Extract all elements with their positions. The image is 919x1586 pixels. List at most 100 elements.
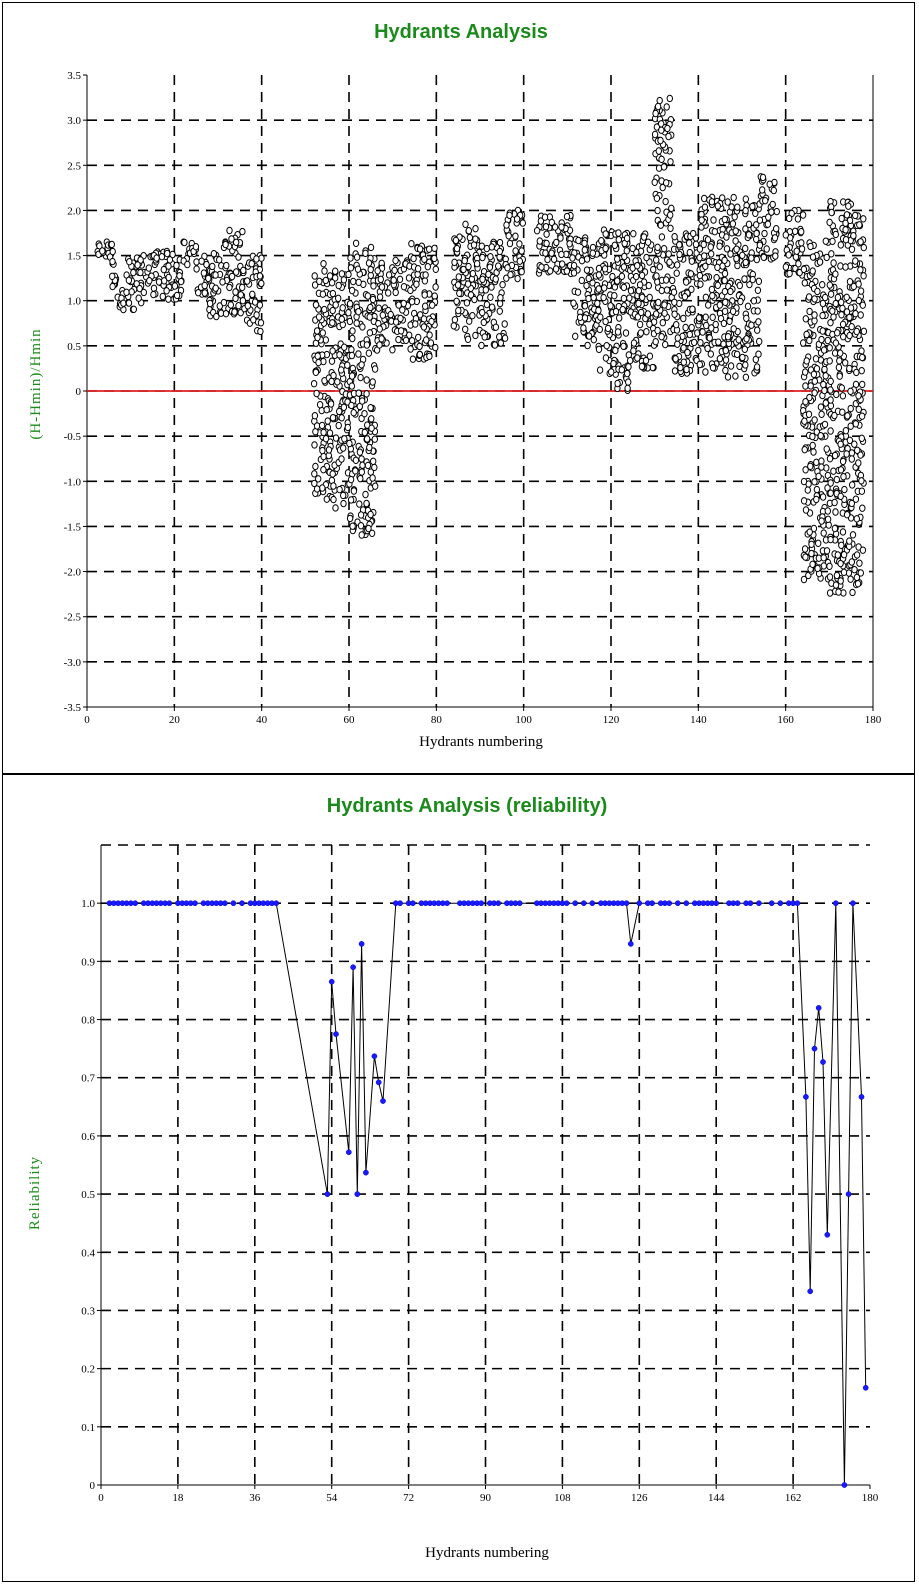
data-point (544, 255, 551, 264)
data-point (375, 1079, 382, 1086)
data-point (857, 451, 864, 459)
data-point (820, 1059, 826, 1065)
y-tick-label: 0.2 (81, 1364, 95, 1376)
data-point (201, 289, 209, 297)
data-point (416, 245, 424, 253)
data-point (200, 269, 208, 277)
data-point (729, 307, 737, 315)
data-point (618, 272, 626, 280)
data-point (164, 249, 171, 258)
data-point (359, 397, 366, 405)
data-point (794, 215, 802, 223)
data-point (704, 344, 711, 353)
data-point (552, 265, 560, 273)
data-point (736, 362, 743, 370)
data-point (377, 275, 384, 283)
data-point (735, 336, 742, 344)
data-point (558, 250, 565, 259)
data-point (578, 257, 586, 265)
data-point (322, 276, 329, 285)
data-point (805, 410, 813, 418)
data-point (650, 265, 657, 274)
data-point (638, 362, 646, 371)
data-point (811, 416, 818, 424)
data-point (248, 260, 255, 268)
data-point (356, 500, 363, 508)
data-point (742, 361, 749, 369)
data-point (634, 354, 641, 362)
data-point (821, 420, 829, 429)
data-point (705, 257, 712, 265)
data-point (464, 335, 472, 343)
data-point (806, 528, 813, 536)
data-point (471, 295, 478, 304)
data-point (848, 323, 855, 331)
data-point (597, 313, 604, 321)
data-point (364, 461, 372, 470)
data-point (827, 479, 834, 487)
data-point (656, 263, 663, 271)
data-point (684, 348, 691, 357)
data-point (336, 351, 343, 359)
data-point (543, 230, 550, 238)
data-point (659, 319, 666, 327)
data-point (846, 364, 853, 373)
data-point (829, 307, 836, 315)
data-point (171, 282, 179, 290)
data-point (367, 404, 374, 412)
x-tick-label: 160 (777, 714, 794, 726)
data-point (858, 412, 866, 420)
data-point (367, 303, 374, 312)
data-point (233, 268, 240, 276)
data-point (570, 299, 577, 307)
data-point (817, 403, 825, 411)
data-point (773, 225, 780, 233)
data-point (827, 319, 834, 327)
data-point (804, 486, 811, 494)
data-point (198, 257, 205, 265)
data-point (320, 428, 327, 437)
data-point (724, 198, 731, 206)
data-point (407, 345, 414, 353)
data-point (833, 475, 840, 484)
y-tick-label: 1.5 (67, 251, 81, 263)
data-point (589, 900, 596, 907)
data-point (450, 322, 457, 330)
data-point (835, 588, 842, 596)
data-point (432, 343, 439, 352)
x-tick-label: 126 (631, 1492, 648, 1504)
data-point (432, 283, 439, 291)
data-point (353, 319, 360, 327)
data-point (367, 510, 374, 519)
data-point (408, 240, 415, 248)
data-point (801, 446, 808, 454)
data-point (708, 324, 715, 332)
data-point (251, 298, 259, 306)
data-point (348, 382, 356, 390)
data-point (630, 230, 637, 238)
data-point (858, 434, 865, 442)
data-point (848, 455, 855, 463)
data-point (760, 253, 767, 262)
data-point (361, 410, 368, 418)
data-point (806, 336, 813, 345)
data-point (810, 448, 817, 456)
x-tick-label: 80 (431, 714, 443, 726)
data-point (146, 277, 153, 285)
data-point (400, 283, 408, 291)
data-point (630, 339, 638, 347)
data-point (415, 333, 422, 342)
data-point (314, 333, 321, 342)
data-point (478, 341, 485, 350)
data-point (602, 230, 609, 238)
data-point (595, 264, 603, 273)
data-point (737, 297, 744, 306)
data-point (627, 287, 635, 295)
data-point (451, 316, 459, 324)
data-point (615, 229, 622, 237)
y-axis-label: (H-Hmin)/Hmin (28, 328, 44, 439)
data-point (791, 227, 799, 236)
data-point (726, 317, 733, 325)
data-point (598, 237, 605, 245)
data-point (837, 241, 844, 249)
